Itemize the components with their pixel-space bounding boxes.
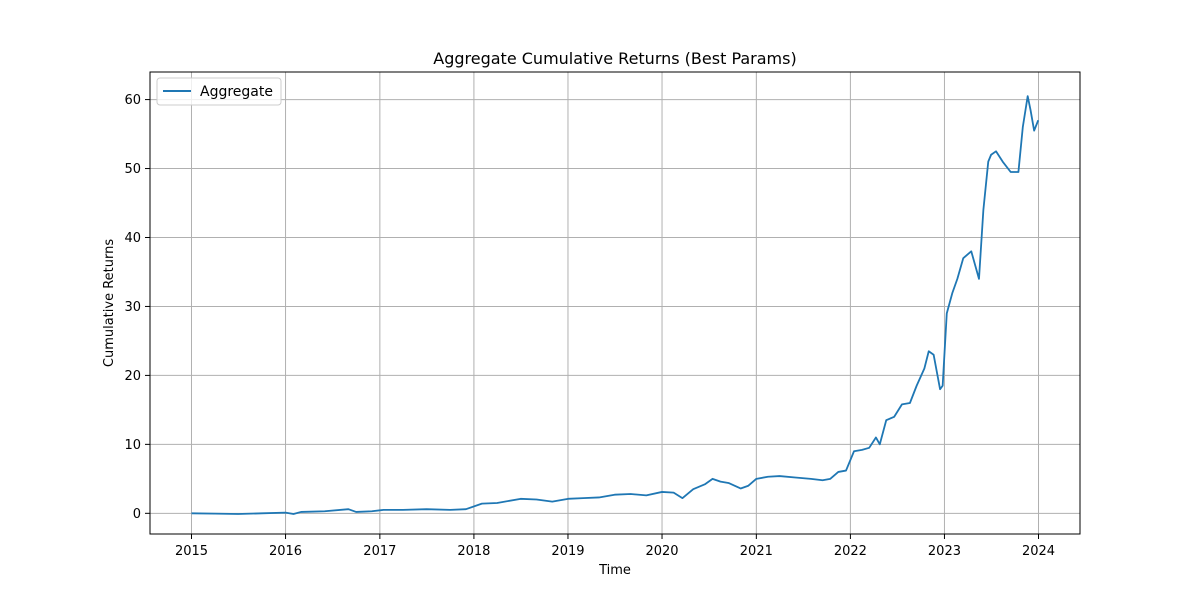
series-layer xyxy=(191,95,1040,515)
x-tick-label: 2015 xyxy=(175,544,208,559)
plot-area-background xyxy=(150,72,1080,534)
series-line-aggregate xyxy=(191,95,1040,515)
grid-lines xyxy=(150,72,1080,534)
y-axis-label: Cumulative Returns xyxy=(102,239,117,367)
x-tick-label: 2023 xyxy=(928,544,961,559)
legend-box xyxy=(156,77,282,106)
plot-frame xyxy=(149,71,1081,535)
y-tick-label: 20 xyxy=(124,369,141,384)
legend: Aggregate xyxy=(156,77,282,106)
x-tick-label: 2016 xyxy=(269,544,302,559)
axis-ticks: 2015 2016 2017 2018 2019 2020 2021 2022 2023 2024… xyxy=(124,93,1055,559)
y-tick-label: 10 xyxy=(124,438,141,453)
x-tick-label: 2021 xyxy=(740,544,773,559)
y-tick-label: 50 xyxy=(124,162,141,177)
y-tick-label: 30 xyxy=(124,300,141,315)
x-axis-label: Time xyxy=(598,563,631,578)
x-tick-label: 2024 xyxy=(1022,544,1055,559)
legend-label: Aggregate xyxy=(200,84,273,100)
chart-title: Aggregate Cumulative Returns (Best Param… xyxy=(433,49,796,68)
x-tick-label: 2022 xyxy=(834,544,867,559)
x-tick-label: 2019 xyxy=(551,544,584,559)
x-tick-label: 2018 xyxy=(457,544,490,559)
x-tick-label: 2020 xyxy=(645,544,678,559)
y-tick-label: 40 xyxy=(124,231,141,246)
x-tick-label: 2017 xyxy=(363,544,396,559)
y-tick-label: 60 xyxy=(124,93,141,108)
y-tick-label: 0 xyxy=(133,507,141,522)
